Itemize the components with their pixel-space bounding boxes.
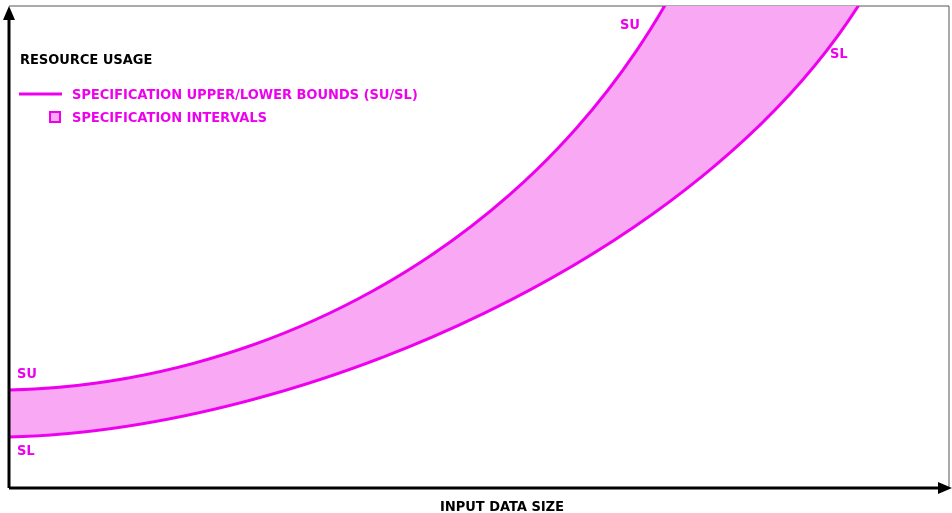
upper-bound-start-label: SU <box>17 367 37 382</box>
legend-bounds-label: SPECIFICATION UPPER/LOWER BOUNDS (SU/SL) <box>72 88 418 103</box>
legend: SPECIFICATION UPPER/LOWER BOUNDS (SU/SL)… <box>19 88 418 126</box>
specification-interval-band <box>9 6 859 437</box>
lower-bound-end-label: SL <box>830 47 848 62</box>
lower-bound-curve <box>9 6 860 439</box>
lower-bound-start-label: SL <box>17 444 35 459</box>
x-axis-label: INPUT DATA SIZE <box>440 500 564 513</box>
y-axis-label: RESOURCE USAGE <box>20 53 152 68</box>
y-axis-arrow-icon <box>3 6 15 20</box>
upper-bound-curve <box>9 6 667 392</box>
legend-interval-box-icon <box>49 111 61 123</box>
legend-intervals-label: SPECIFICATION INTERVALS <box>72 111 267 126</box>
x-axis-arrow-icon <box>938 482 952 494</box>
upper-bound-end-label: SU <box>620 18 640 33</box>
